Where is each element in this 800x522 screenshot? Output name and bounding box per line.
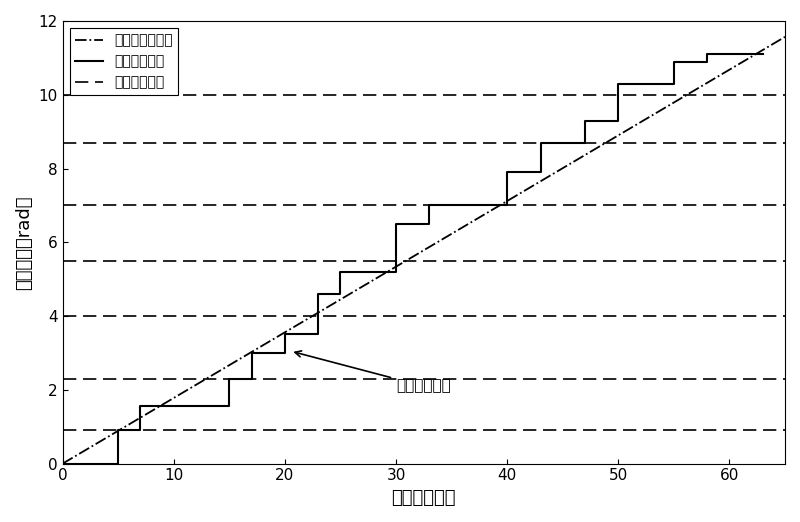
阶梯相位分布 [702,58,712,65]
阶梯相位分布 [391,269,401,275]
阶梯相位分布 [336,269,346,275]
阶梯相位分布 [280,331,290,338]
阶梯相位分布 [425,203,434,209]
阶梯相位分布 [580,117,590,124]
阶梯相位分布 [502,203,512,209]
Line: 阶梯相位分布: 阶梯相位分布 [62,54,762,464]
阶梯相位分布 [169,404,178,410]
X-axis label: 相控单元序号: 相控单元序号 [391,489,456,507]
阶梯相位分布 [580,139,590,146]
阶梯相位分布 [136,404,146,410]
阶梯相位分布 [314,291,323,297]
阶梯相位分布 [669,58,678,65]
Text: 相位量化台阶: 相位量化台阶 [295,351,451,394]
阶梯相位分布 [314,331,323,338]
阶梯相位分布 [536,169,546,175]
阶梯相位分布 [246,350,256,356]
Y-axis label: 相位延迟（rad）: 相位延迟（rad） [15,195,33,290]
阶梯相位分布 [336,291,346,297]
阶梯相位分布 [225,404,234,410]
阶梯相位分布 [758,51,767,57]
阶梯相位分布 [225,376,234,382]
阶梯相位分布 [702,51,712,57]
Legend: 理想线性波阵面, 阶梯相位分布, 相位量化门限: 理想线性波阵面, 阶梯相位分布, 相位量化门限 [70,28,178,95]
阶梯相位分布 [669,80,678,87]
阶梯相位分布 [391,221,401,227]
阶梯相位分布 [246,376,256,382]
阶梯相位分布 [114,428,123,434]
阶梯相位分布 [114,460,123,467]
阶梯相位分布 [614,80,623,87]
阶梯相位分布 [425,221,434,227]
阶梯相位分布 [280,350,290,356]
阶梯相位分布 [536,139,546,146]
阶梯相位分布 [614,117,623,124]
阶梯相位分布 [502,169,512,175]
阶梯相位分布 [136,428,146,434]
阶梯相位分布 [58,460,67,467]
